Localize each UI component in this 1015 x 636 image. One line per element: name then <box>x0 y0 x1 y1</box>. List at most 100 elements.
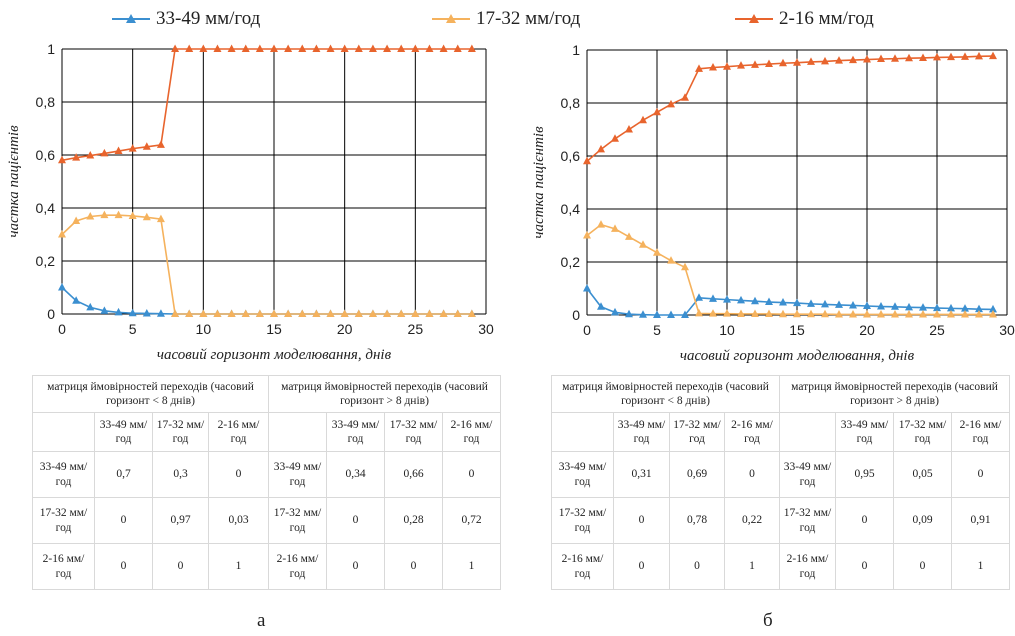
table-cell: 0,78 <box>669 497 725 544</box>
data-point <box>653 310 661 318</box>
data-point <box>849 309 857 318</box>
table-cell: 0 <box>384 543 444 590</box>
table-column-row: 33-49 мм/год 17-32 мм/год 2-16 мм/год 33-49… <box>551 412 1011 452</box>
table-cell: 0 <box>893 543 953 590</box>
column-header: 17-32 мм/год <box>152 412 209 452</box>
table-header-row: матриця ймовірностей переходів (часовий … <box>550 375 1011 413</box>
data-point <box>100 210 109 219</box>
legend-item-2-16: 2-16 мм/год <box>735 6 874 32</box>
data-point <box>751 296 759 305</box>
data-point <box>383 309 392 317</box>
row-header: 2-16 мм/год <box>32 543 95 590</box>
data-point <box>199 309 208 317</box>
data-point <box>849 55 857 64</box>
data-point <box>779 298 787 306</box>
row-header: 17-32 мм/год <box>551 497 614 544</box>
data-point <box>793 309 801 318</box>
y-tick-label: 0,2 <box>561 254 581 270</box>
data-point <box>156 309 165 317</box>
matrix-title-right: матриця ймовірностей переходів (часовий … <box>268 375 502 413</box>
x-tick-label: 5 <box>129 321 137 337</box>
data-point <box>312 309 321 317</box>
legend-marker-2-16 <box>735 14 773 23</box>
data-point <box>128 144 137 152</box>
empty-corner-cell <box>551 412 614 452</box>
table-row: 17-32 мм/год 0 0,78 0,22 17-32 мм/год 0 0,09 0,… <box>551 497 1011 544</box>
data-point <box>975 51 983 60</box>
table-row: 2-16 мм/год 0 0 1 2-16 мм/год 0 0 1 <box>32 543 502 590</box>
row-header: 2-16 мм/год <box>779 543 837 590</box>
data-point <box>583 231 591 239</box>
data-point <box>793 298 801 307</box>
data-point <box>779 58 787 67</box>
table-cell: 0,72 <box>442 497 502 544</box>
data-point <box>723 295 731 303</box>
data-point <box>723 309 731 317</box>
data-point <box>821 56 829 65</box>
data-point <box>114 146 123 155</box>
data-point <box>667 99 675 108</box>
y-tick-label: 0 <box>47 306 55 322</box>
legend-item-33-49: 33-49 мм/год <box>112 6 260 32</box>
data-point <box>807 309 815 318</box>
legend-label-2-16: 2-16 мм/год <box>779 8 874 29</box>
chart-legend: 33-49 мм/год 17-32 мм/год 2-16 мм/год <box>0 6 1015 36</box>
data-point <box>709 309 717 317</box>
row-header: 33-49 мм/год <box>779 451 837 498</box>
data-point <box>397 44 406 52</box>
x-tick-label: 5 <box>653 322 661 338</box>
data-point <box>213 44 222 52</box>
empty-corner-cell <box>779 412 837 452</box>
data-point <box>284 44 293 52</box>
table-cell: 0,95 <box>835 451 895 498</box>
table-cell: 0 <box>442 451 502 498</box>
series-line-2 <box>586 223 993 316</box>
data-point <box>171 44 180 52</box>
table-cell: 1 <box>951 543 1011 590</box>
data-point <box>227 44 236 52</box>
table-cell: 0,66 <box>384 451 444 498</box>
data-point <box>298 309 307 317</box>
data-point <box>425 309 434 317</box>
data-point <box>142 212 151 221</box>
data-point <box>625 309 633 318</box>
y-tick-label: 0,2 <box>36 253 56 269</box>
column-header: 17-32 мм/год <box>384 412 444 452</box>
data-point <box>255 309 264 317</box>
column-header: 33-49 мм/год <box>94 412 153 452</box>
table-cell: 0,91 <box>951 497 1011 544</box>
data-point <box>989 309 997 318</box>
data-point <box>919 53 927 61</box>
data-point <box>863 309 871 318</box>
panel-a: 0 0,2 0,4 0,6 0,8 1 0 5 10 15 20 25 30 часовий горизо… <box>0 0 507 636</box>
x-tick-label: 0 <box>58 321 66 337</box>
data-point <box>72 153 81 161</box>
series-line-1 <box>61 286 472 315</box>
legend-label-17-32: 17-32 мм/год <box>476 8 581 29</box>
table-row: 17-32 мм/год 0 0,97 0,03 17-32 мм/год 0 0,28 0,… <box>32 497 502 544</box>
table-cell: 0,69 <box>669 451 725 498</box>
data-point <box>919 303 927 311</box>
data-point <box>597 144 605 153</box>
y-tick-label: 0,4 <box>561 201 581 217</box>
data-point <box>877 302 885 310</box>
table-cell: 0,97 <box>152 497 209 544</box>
data-point <box>340 44 349 52</box>
data-point <box>877 54 885 63</box>
data-point <box>849 300 857 309</box>
x-tick-label: 15 <box>789 322 805 338</box>
series-line-3 <box>61 48 472 162</box>
x-tick-label: 10 <box>719 322 735 338</box>
table-row: 2-16 мм/год 0 0 1 2-16 мм/год 0 0 1 <box>551 543 1011 590</box>
column-header: 33-49 мм/год <box>613 412 670 452</box>
column-header: 33-49 мм/год <box>326 412 386 452</box>
data-point <box>709 294 717 302</box>
data-point <box>933 309 941 318</box>
data-point <box>625 232 633 240</box>
y-tick-label: 0,6 <box>561 148 581 164</box>
data-point <box>255 44 264 52</box>
data-point <box>583 284 591 292</box>
data-point <box>213 309 222 317</box>
data-point <box>100 148 109 157</box>
data-point <box>905 302 913 311</box>
